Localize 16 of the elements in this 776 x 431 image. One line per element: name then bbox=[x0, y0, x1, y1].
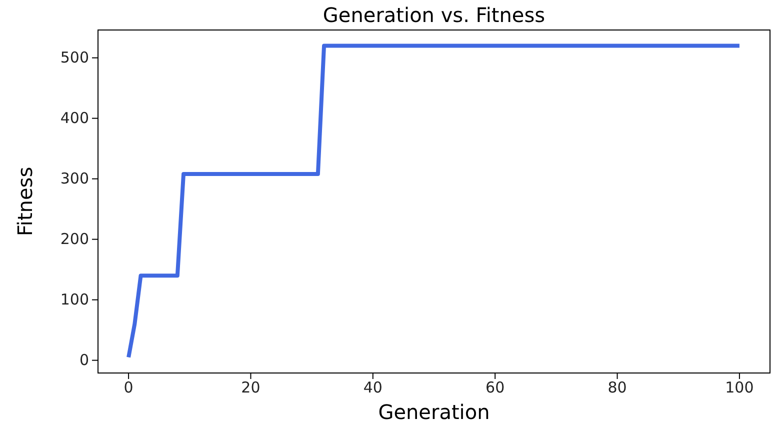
x-tick-label: 100 bbox=[725, 378, 754, 397]
y-tick-label: 500 bbox=[60, 48, 89, 67]
x-tick-label: 0 bbox=[124, 378, 134, 397]
chart-title: Generation vs. Fitness bbox=[322, 3, 546, 27]
y-tick-label: 400 bbox=[60, 109, 89, 128]
y-tick-label: 0 bbox=[79, 351, 89, 370]
line-series bbox=[126, 44, 742, 360]
y-tick-label: 200 bbox=[60, 230, 89, 248]
x-axis-title: Generation bbox=[378, 400, 490, 424]
x-tick-label: 80 bbox=[608, 378, 627, 397]
y-tick-label: 300 bbox=[60, 170, 89, 188]
x-tick-label: 40 bbox=[363, 378, 382, 397]
x-tick-label: 20 bbox=[241, 378, 260, 397]
y-axis-title: Fitness bbox=[13, 166, 37, 236]
x-tick-label: 60 bbox=[486, 378, 505, 397]
y-tick-label: 100 bbox=[60, 290, 89, 309]
